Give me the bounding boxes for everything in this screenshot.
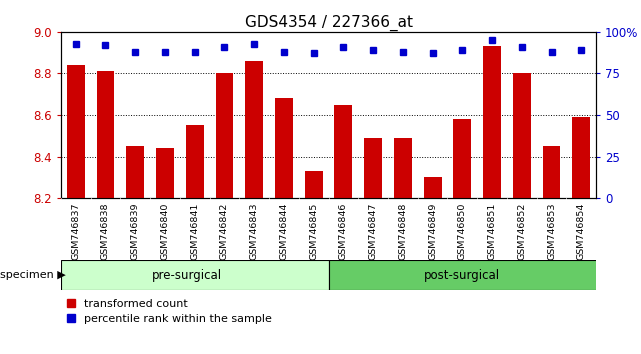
Bar	[513, 73, 531, 198]
Text: GSM746848: GSM746848	[398, 202, 407, 260]
Bar	[424, 177, 442, 198]
Text: GSM746849: GSM746849	[428, 202, 437, 260]
Text: GSM746844: GSM746844	[279, 202, 288, 260]
Text: GSM746839: GSM746839	[131, 202, 140, 260]
Bar	[246, 61, 263, 198]
Bar	[335, 105, 353, 198]
Text: GSM746852: GSM746852	[517, 202, 526, 260]
Bar	[97, 72, 115, 198]
FancyBboxPatch shape	[61, 260, 328, 290]
Bar	[453, 119, 471, 198]
Text: GSM746845: GSM746845	[309, 202, 318, 260]
Text: GSM746843: GSM746843	[250, 202, 259, 260]
Text: GSM746841: GSM746841	[190, 202, 199, 260]
Text: GSM746850: GSM746850	[458, 202, 467, 260]
Text: GSM746840: GSM746840	[160, 202, 169, 260]
Text: GSM746842: GSM746842	[220, 202, 229, 260]
Bar	[483, 46, 501, 198]
Text: pre-surgical: pre-surgical	[152, 269, 222, 282]
Bar	[364, 138, 382, 198]
Text: GSM746846: GSM746846	[339, 202, 348, 260]
Text: GSM746851: GSM746851	[488, 202, 497, 260]
Bar	[275, 98, 293, 198]
Text: specimen ▶: specimen ▶	[0, 270, 66, 280]
Text: GSM746838: GSM746838	[101, 202, 110, 260]
Bar	[304, 171, 322, 198]
Bar	[394, 138, 412, 198]
Text: post-surgical: post-surgical	[424, 269, 501, 282]
Bar	[67, 65, 85, 198]
Legend: transformed count, percentile rank within the sample: transformed count, percentile rank withi…	[67, 299, 272, 324]
Text: GSM746837: GSM746837	[71, 202, 80, 260]
Text: GSM746854: GSM746854	[577, 202, 586, 260]
Bar	[186, 125, 204, 198]
FancyBboxPatch shape	[328, 260, 611, 290]
Bar	[156, 148, 174, 198]
Text: GSM746847: GSM746847	[369, 202, 378, 260]
Bar	[542, 146, 560, 198]
Text: GSM746853: GSM746853	[547, 202, 556, 260]
Title: GDS4354 / 227366_at: GDS4354 / 227366_at	[244, 14, 413, 30]
Bar	[572, 117, 590, 198]
Bar	[215, 73, 233, 198]
Bar	[126, 146, 144, 198]
